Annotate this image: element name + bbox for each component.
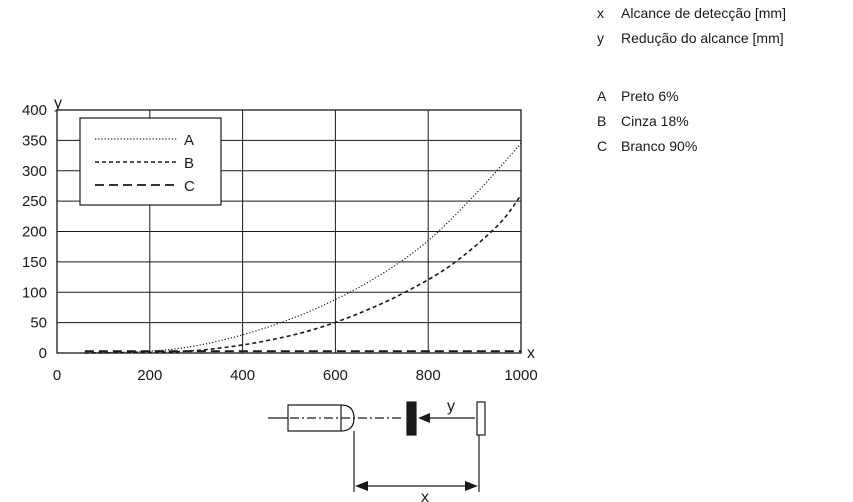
series-lines (84, 143, 522, 354)
y-tick-label: 300 (22, 163, 47, 180)
x-tick-label: 600 (323, 367, 348, 384)
key-symbol: B (597, 113, 607, 129)
white-target (476, 401, 486, 436)
key-row-c: C Branco 90% (597, 136, 697, 156)
key-text: Cinza 18% (621, 113, 689, 129)
key-row-x: x Alcance de detecção [mm] (597, 3, 786, 23)
measurement-diagram (268, 401, 486, 492)
diagram-y-label: y (447, 398, 455, 415)
key-row-b: B Cinza 18% (597, 111, 697, 131)
plot-frame (56, 109, 522, 354)
series-line-a (84, 143, 522, 354)
x-tick-label: 200 (137, 367, 162, 384)
y-tick-label: 150 (22, 254, 47, 271)
key-text: Alcance de detecção [mm] (621, 5, 786, 21)
y-tick-label: 50 (30, 315, 47, 332)
reduction-arrowhead (418, 413, 430, 423)
y-tick-label: 400 (22, 102, 47, 119)
diagram-x-label: x (421, 489, 429, 502)
series-line-b (84, 194, 522, 354)
key-symbol: C (597, 138, 608, 154)
series-key: A Preto 6% B Cinza 18% C Branco 90% (597, 86, 697, 156)
x-tick-label: 1000 (504, 367, 537, 384)
x-axis-label: x (527, 345, 535, 362)
legend: ABC (79, 117, 222, 206)
dark-target (406, 401, 417, 436)
legend-label-a: A (184, 132, 194, 149)
x-tick-label: 0 (53, 367, 61, 384)
legend-box (79, 117, 222, 206)
key-symbol: x (597, 5, 604, 21)
y-tick-label: 0 (39, 345, 47, 362)
y-tick-label: 200 (22, 224, 47, 241)
range-arrowhead-left (355, 481, 368, 491)
key-text: Branco 90% (621, 138, 698, 154)
key-row-a: A Preto 6% (597, 86, 697, 106)
x-tick-labels: 0 200 400 600 800 1000 (53, 367, 538, 384)
key-symbol: y (597, 30, 604, 46)
axis-key: x Alcance de detecção [mm] y Redução do al… (597, 3, 786, 48)
y-tick-label: 350 (22, 132, 47, 149)
y-tick-labels: 0 50 100 150 200 250 300 350 400 (22, 102, 47, 362)
y-axis-label: y (54, 95, 62, 112)
key-text: Preto 6% (621, 88, 679, 104)
y-tick-label: 250 (22, 193, 47, 210)
x-tick-label: 400 (230, 367, 255, 384)
key-row-y: y Redução do alcance [mm] (597, 28, 786, 48)
range-arrowhead-right (465, 481, 478, 491)
legend-label-b: B (184, 155, 194, 172)
x-tick-label: 800 (416, 367, 441, 384)
legend-label-c: C (184, 178, 195, 195)
key-text: Redução do alcance [mm] (621, 30, 784, 46)
y-tick-label: 100 (22, 284, 47, 301)
key-symbol: A (597, 88, 607, 104)
